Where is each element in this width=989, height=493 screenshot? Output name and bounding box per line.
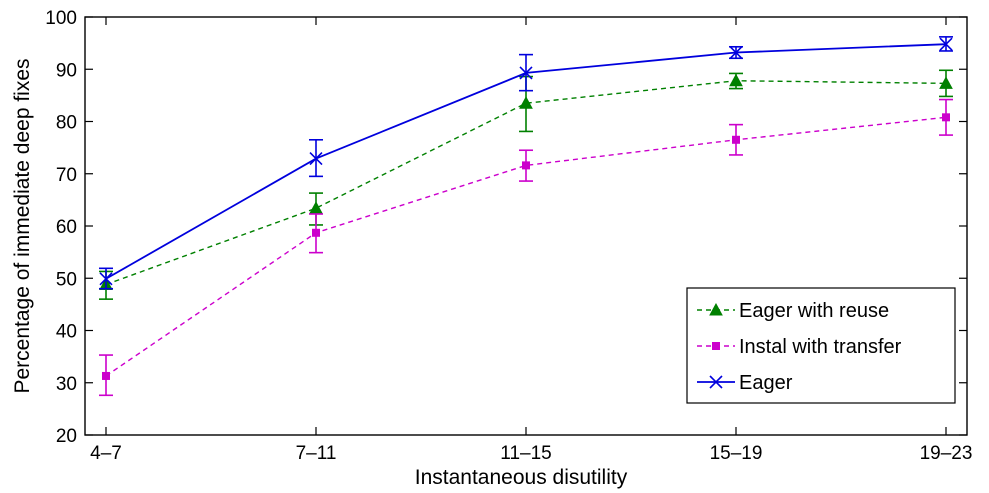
y-tick-label: 50 xyxy=(56,269,77,290)
x-marker-stroke xyxy=(519,66,533,80)
x-tick-label: 11–15 xyxy=(500,443,551,464)
legend-box xyxy=(686,287,956,404)
axes-layer: 20 30 40 50 60 70 80 90 100 4–7 7–11 11–15 15–19 19–2… xyxy=(45,8,972,464)
x-marker-stroke xyxy=(729,45,743,60)
y-tick-label: 20 xyxy=(56,426,77,447)
data-point xyxy=(519,96,533,109)
legend-marker xyxy=(712,342,720,350)
x-marker-stroke xyxy=(709,375,723,389)
x-tick-label: 15–19 xyxy=(710,443,763,464)
legend-marker xyxy=(709,375,723,389)
series-instal-with-transfer xyxy=(99,98,953,397)
legend: Eager with reuse Instal with transfer Eage… xyxy=(686,287,956,404)
data-point xyxy=(522,161,530,170)
series-line xyxy=(105,116,947,377)
data-point xyxy=(102,371,110,380)
series-eager-with-reuse xyxy=(99,69,953,300)
legend-entry-instal-with-transfer: Instal with transfer xyxy=(697,336,902,358)
legend-entry-eager-with-reuse: Eager with reuse xyxy=(697,300,889,322)
data-point xyxy=(309,152,323,166)
legend-label: Eager xyxy=(739,372,793,394)
y-tick-label: 60 xyxy=(56,217,77,238)
data-point xyxy=(519,66,533,80)
x-marker-stroke xyxy=(309,152,323,166)
x-marker-stroke xyxy=(99,272,113,286)
data-point xyxy=(312,228,320,237)
x-tick-label: 7–11 xyxy=(296,443,337,464)
x-tick-label: 19–23 xyxy=(920,443,973,464)
series-layer xyxy=(99,36,953,397)
data-point xyxy=(939,37,953,51)
data-point xyxy=(942,113,950,122)
y-tick-label: 40 xyxy=(56,322,77,343)
y-axis-label: Percentage of immediate deep fixes xyxy=(11,58,34,393)
y-tick-label: 70 xyxy=(56,165,77,186)
y-tick-label: 90 xyxy=(56,60,77,81)
legend-marker xyxy=(709,302,723,316)
legend-label: Eager with reuse xyxy=(739,300,889,322)
data-point xyxy=(729,45,743,60)
data-point xyxy=(729,73,743,87)
x-axis-label: Instantaneous disutility xyxy=(415,466,628,489)
series-eager xyxy=(99,36,953,290)
y-tick-label: 80 xyxy=(56,113,77,134)
x-marker-stroke xyxy=(939,37,953,51)
y-tick-label: 100 xyxy=(45,8,77,29)
legend-entry-eager: Eager xyxy=(697,372,793,394)
x-tick-label: 4–7 xyxy=(90,443,122,464)
data-point xyxy=(939,76,953,89)
data-point xyxy=(99,272,113,286)
data-point xyxy=(732,135,740,144)
legend-label: Instal with transfer xyxy=(739,336,902,358)
y-tick-label: 30 xyxy=(56,374,77,395)
series-line xyxy=(105,80,947,286)
